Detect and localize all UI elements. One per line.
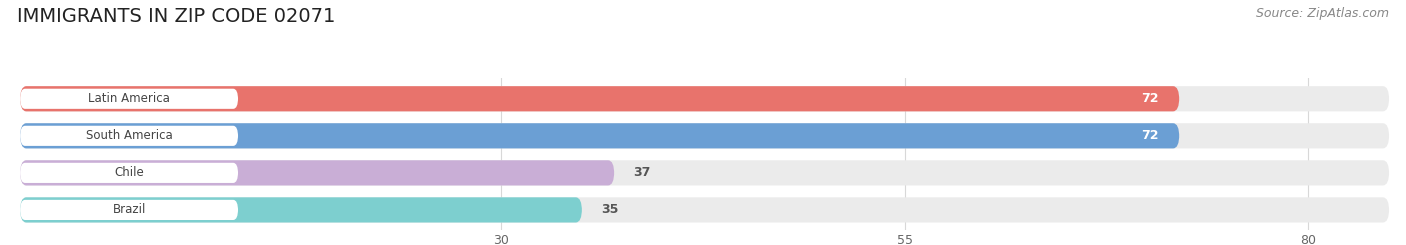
Text: Chile: Chile: [114, 166, 143, 179]
FancyBboxPatch shape: [20, 160, 614, 185]
Text: South America: South America: [86, 129, 173, 142]
FancyBboxPatch shape: [20, 200, 238, 220]
Text: Source: ZipAtlas.com: Source: ZipAtlas.com: [1256, 7, 1389, 20]
FancyBboxPatch shape: [20, 197, 1389, 222]
FancyBboxPatch shape: [20, 86, 1180, 111]
FancyBboxPatch shape: [20, 89, 238, 109]
Text: 72: 72: [1142, 92, 1159, 105]
Text: 35: 35: [602, 203, 619, 216]
Text: IMMIGRANTS IN ZIP CODE 02071: IMMIGRANTS IN ZIP CODE 02071: [17, 7, 335, 26]
Text: 72: 72: [1142, 129, 1159, 142]
Text: 37: 37: [634, 166, 651, 179]
FancyBboxPatch shape: [20, 163, 238, 183]
FancyBboxPatch shape: [20, 160, 1389, 185]
FancyBboxPatch shape: [20, 86, 1389, 111]
Text: Latin America: Latin America: [89, 92, 170, 105]
FancyBboxPatch shape: [20, 197, 582, 222]
FancyBboxPatch shape: [20, 123, 1389, 148]
Text: Brazil: Brazil: [112, 203, 146, 216]
FancyBboxPatch shape: [20, 126, 238, 146]
FancyBboxPatch shape: [20, 123, 1180, 148]
